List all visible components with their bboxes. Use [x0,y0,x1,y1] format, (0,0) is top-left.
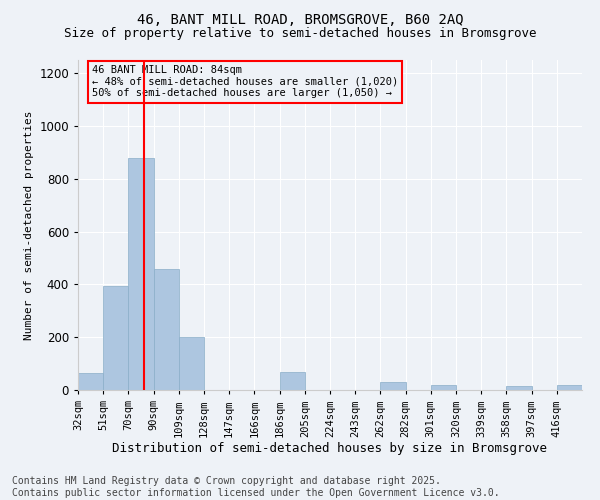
Bar [103,286,128,390]
Bar [431,384,456,390]
Bar [128,158,154,390]
Text: 46, BANT MILL ROAD, BROMSGROVE, B60 2AQ: 46, BANT MILL ROAD, BROMSGROVE, B60 2AQ [137,12,463,26]
Bar [380,382,406,390]
Text: 46 BANT MILL ROAD: 84sqm
← 48% of semi-detached houses are smaller (1,020)
50% o: 46 BANT MILL ROAD: 84sqm ← 48% of semi-d… [92,66,398,98]
Text: Size of property relative to semi-detached houses in Bromsgrove: Size of property relative to semi-detach… [64,28,536,40]
Bar [179,337,204,390]
Bar [280,372,305,390]
Bar [506,386,532,390]
Bar [557,384,582,390]
Bar [154,268,179,390]
Y-axis label: Number of semi-detached properties: Number of semi-detached properties [23,110,34,340]
Bar [78,373,103,390]
X-axis label: Distribution of semi-detached houses by size in Bromsgrove: Distribution of semi-detached houses by … [113,442,548,455]
Text: Contains HM Land Registry data © Crown copyright and database right 2025.
Contai: Contains HM Land Registry data © Crown c… [12,476,500,498]
